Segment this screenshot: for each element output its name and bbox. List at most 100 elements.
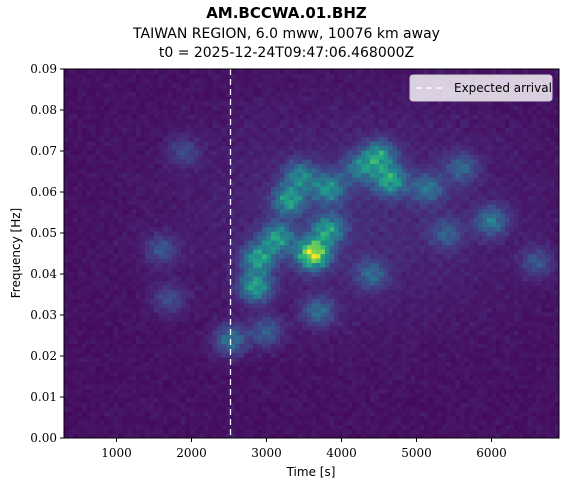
heatmap-cell [221, 267, 227, 273]
heatmap-cell [257, 235, 263, 241]
heatmap-cell [334, 168, 340, 174]
heatmap-cell [185, 69, 191, 75]
heatmap-cell [239, 73, 245, 79]
heatmap-cell [203, 433, 209, 438]
heatmap-cell [208, 109, 214, 115]
heatmap-cell [82, 244, 88, 250]
heatmap-cell [239, 370, 245, 376]
heatmap-cell [82, 271, 88, 277]
heatmap-cell [113, 91, 119, 97]
heatmap-cell [244, 289, 250, 295]
heatmap-cell [95, 420, 101, 426]
heatmap-cell [280, 370, 286, 376]
heatmap-cell [167, 199, 173, 205]
heatmap-cell [320, 249, 326, 255]
heatmap-cell [104, 366, 110, 372]
heatmap-cell [68, 159, 74, 165]
heatmap-cell [320, 348, 326, 354]
heatmap-cell [73, 141, 79, 147]
heatmap-cell [145, 118, 151, 124]
heatmap-cell [262, 424, 268, 430]
heatmap-cell [118, 406, 124, 412]
heatmap-cell [253, 141, 259, 147]
heatmap-cell [293, 69, 299, 75]
heatmap-cell [136, 235, 142, 241]
heatmap-cell [68, 123, 74, 129]
heatmap-cell [113, 343, 119, 349]
heatmap-cell [91, 168, 97, 174]
heatmap-cell [248, 100, 254, 106]
heatmap-cell [127, 411, 133, 417]
heatmap-cell [311, 222, 317, 228]
heatmap-cell [194, 73, 200, 79]
heatmap-cell [217, 208, 223, 214]
heatmap-cell [253, 159, 259, 165]
heatmap-cell [208, 145, 214, 151]
heatmap-cell [158, 186, 164, 192]
heatmap-cell [194, 132, 200, 138]
heatmap-cell [316, 190, 322, 196]
heatmap-cell [280, 348, 286, 354]
heatmap-cell [190, 226, 196, 232]
heatmap-cell [271, 208, 277, 214]
heatmap-cell [325, 343, 331, 349]
heatmap-cell [176, 141, 182, 147]
heatmap-cell [325, 379, 331, 385]
heatmap-cell [64, 244, 70, 250]
heatmap-cell [64, 271, 70, 277]
heatmap-cell [239, 145, 245, 151]
heatmap-cell [248, 406, 254, 412]
heatmap-cell [136, 303, 142, 309]
heatmap-cell [136, 208, 142, 214]
heatmap-cell [95, 190, 101, 196]
heatmap-cell [145, 316, 151, 322]
heatmap-cell [82, 213, 88, 219]
heatmap-cell [289, 222, 295, 228]
heatmap-cell [136, 325, 142, 331]
heatmap-cell [118, 132, 124, 138]
heatmap-cell [86, 312, 92, 318]
heatmap-cell [230, 100, 236, 106]
heatmap-cell [298, 87, 304, 93]
heatmap-cell [113, 379, 119, 385]
heatmap-cell [203, 348, 209, 354]
heatmap-cell [122, 154, 128, 160]
heatmap-cell [154, 285, 160, 291]
heatmap-cell [253, 114, 259, 120]
heatmap-cell [253, 213, 259, 219]
heatmap-cell [113, 348, 119, 354]
heatmap-cell [145, 199, 151, 205]
heatmap-cell [212, 411, 218, 417]
heatmap-cell [167, 370, 173, 376]
heatmap-cell [145, 253, 151, 259]
heatmap-cell [325, 195, 331, 201]
heatmap-cell [230, 352, 236, 358]
heatmap-cell [280, 168, 286, 174]
heatmap-cell [280, 186, 286, 192]
heatmap-cell [158, 204, 164, 210]
heatmap-cell [244, 379, 250, 385]
heatmap-cell [104, 154, 110, 160]
heatmap-cell [118, 195, 124, 201]
heatmap-cell [275, 262, 281, 268]
heatmap-cell [271, 226, 277, 232]
heatmap-cell [329, 235, 335, 241]
heatmap-cell [244, 429, 250, 435]
heatmap-cell [172, 114, 178, 120]
heatmap-cell [329, 226, 335, 232]
heatmap-cell [149, 411, 155, 417]
heatmap-cell [248, 321, 254, 327]
heatmap-cell [208, 195, 214, 201]
heatmap-cell [271, 145, 277, 151]
heatmap-cell [64, 402, 70, 408]
heatmap-cell [163, 393, 169, 399]
heatmap-cell [275, 226, 281, 232]
heatmap-cell [334, 114, 340, 120]
heatmap-cell [199, 73, 205, 79]
heatmap-cell [145, 249, 151, 255]
heatmap-cell [280, 415, 286, 421]
heatmap-cell [262, 361, 268, 367]
heatmap-cell [212, 406, 218, 412]
heatmap-cell [199, 348, 205, 354]
heatmap-cell [158, 190, 164, 196]
